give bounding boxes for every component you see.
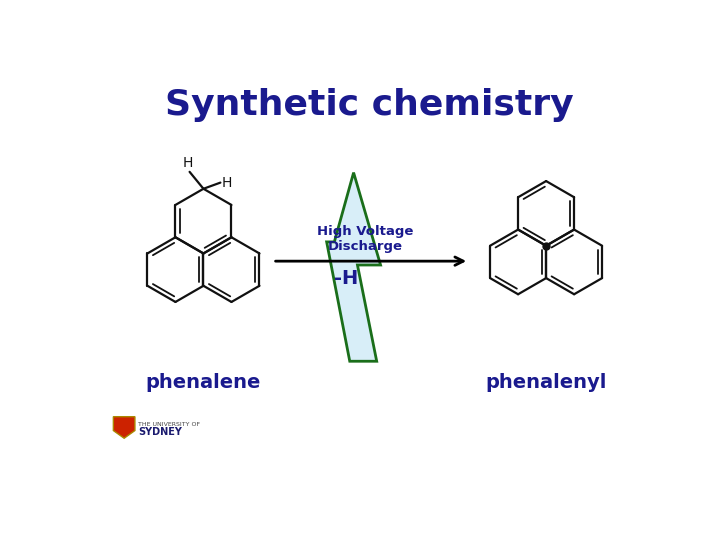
Text: H: H <box>222 176 233 190</box>
Text: -H: -H <box>334 269 358 288</box>
Text: THE UNIVERSITY OF: THE UNIVERSITY OF <box>138 422 200 427</box>
Text: H: H <box>183 156 193 170</box>
Text: Synthetic chemistry: Synthetic chemistry <box>165 88 573 122</box>
Polygon shape <box>327 173 381 361</box>
Text: phenalene: phenalene <box>145 373 261 392</box>
Text: High Voltage
Discharge: High Voltage Discharge <box>317 226 413 253</box>
Polygon shape <box>113 417 135 438</box>
Text: SYDNEY: SYDNEY <box>138 427 182 437</box>
Text: phenalenyl: phenalenyl <box>485 373 607 392</box>
